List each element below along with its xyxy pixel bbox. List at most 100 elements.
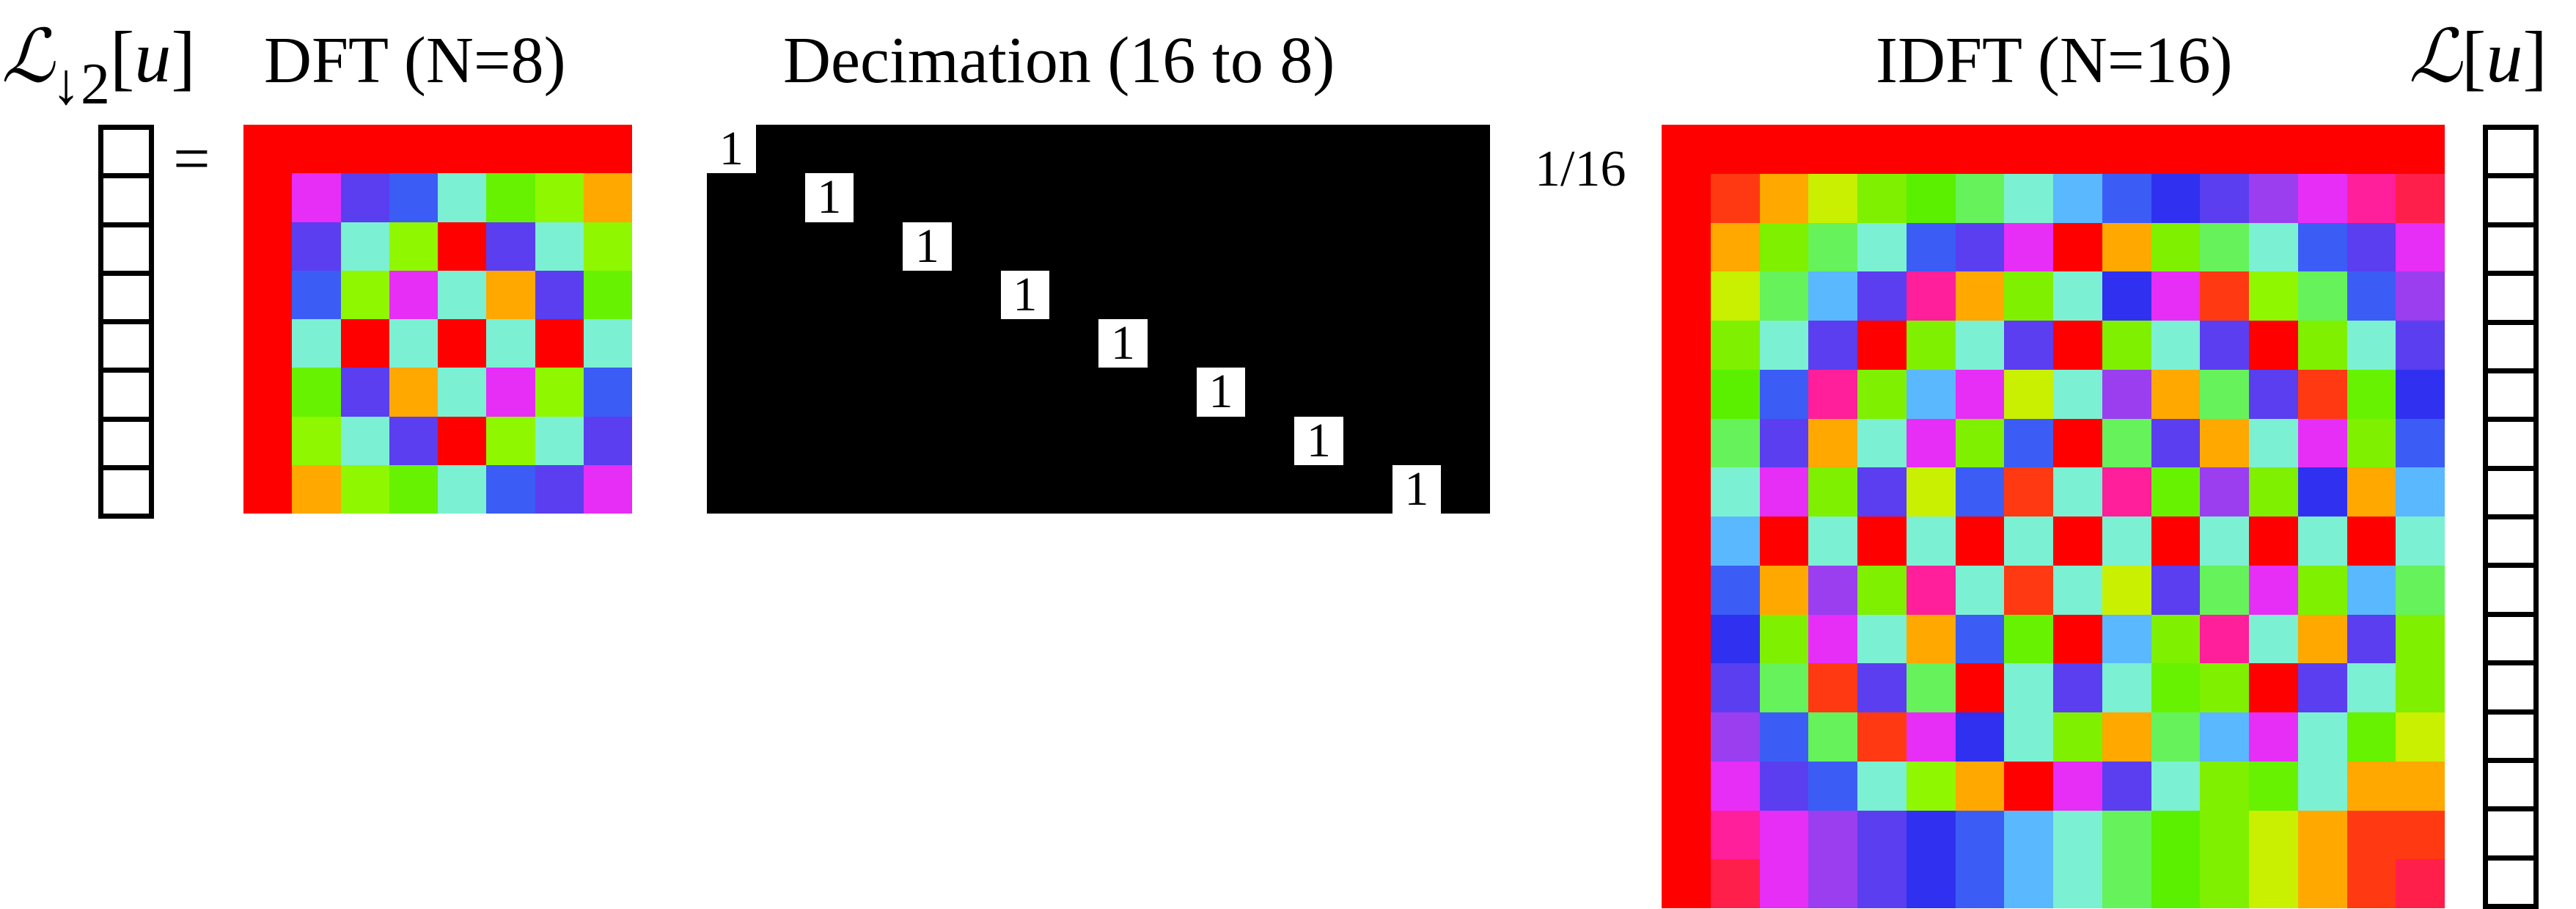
matrix-cell bbox=[1906, 761, 1956, 811]
vector-cell bbox=[103, 178, 149, 227]
matrix-cell bbox=[2249, 125, 2298, 174]
matrix-cell bbox=[2200, 125, 2249, 174]
matrix-cell bbox=[292, 270, 341, 319]
matrix-cell bbox=[583, 319, 632, 368]
matrix-cell bbox=[1906, 222, 1956, 272]
matrix-cell bbox=[2297, 614, 2347, 664]
matrix-cell bbox=[1955, 761, 2005, 811]
matrix-cell bbox=[2396, 222, 2445, 272]
matrix-cell bbox=[1808, 369, 1857, 419]
downsample-subscript: ↓2 bbox=[51, 55, 110, 114]
matrix-cell bbox=[2346, 271, 2396, 321]
matrix-cell bbox=[2151, 663, 2201, 712]
matrix-cell bbox=[1662, 271, 1711, 321]
matrix-cell bbox=[2297, 761, 2347, 811]
matrix-cell bbox=[2297, 125, 2347, 174]
matrix-cell bbox=[2200, 369, 2249, 419]
matrix-cell bbox=[1710, 859, 1760, 908]
matrix-cell bbox=[1857, 810, 1907, 860]
matrix-cell bbox=[389, 222, 438, 271]
matrix-cell bbox=[1906, 565, 1956, 615]
matrix-cell bbox=[2297, 859, 2347, 908]
matrix-cell bbox=[2249, 614, 2298, 664]
matrix-cell bbox=[1955, 369, 2005, 419]
matrix-cell bbox=[292, 125, 341, 174]
matrix-cell bbox=[389, 319, 438, 368]
matrix-cell bbox=[438, 222, 487, 271]
signal-argument: u bbox=[2486, 16, 2523, 98]
matrix-cell bbox=[2297, 565, 2347, 615]
matrix-cell bbox=[1955, 663, 2005, 712]
matrix-cell bbox=[2102, 810, 2151, 860]
vector-cell bbox=[2488, 811, 2533, 861]
matrix-cell bbox=[2297, 222, 2347, 272]
matrix-cell bbox=[535, 416, 584, 465]
matrix-cell bbox=[2053, 125, 2102, 174]
matrix-cell bbox=[2200, 222, 2249, 272]
matrix-cell bbox=[2053, 271, 2102, 321]
matrix-cell bbox=[2396, 271, 2445, 321]
matrix-cell bbox=[1906, 369, 1956, 419]
matrix-cell bbox=[1662, 565, 1711, 615]
matrix-cell bbox=[2346, 418, 2396, 468]
matrix-cell bbox=[2297, 369, 2347, 419]
matrix-cell bbox=[2249, 859, 2298, 908]
matrix-cell bbox=[1955, 271, 2005, 321]
matrix-cell bbox=[1759, 321, 1809, 370]
matrix-cell bbox=[1857, 516, 1907, 566]
matrix-cell bbox=[1759, 614, 1809, 664]
matrix-cell bbox=[292, 416, 341, 465]
matrix-cell bbox=[1662, 810, 1711, 860]
matrix-cell bbox=[2396, 173, 2445, 223]
matrix-cell bbox=[535, 368, 584, 417]
matrix-cell bbox=[1955, 418, 2005, 468]
matrix-cell bbox=[486, 319, 535, 368]
matrix-cell bbox=[243, 125, 293, 174]
matrix-cell bbox=[2396, 565, 2445, 615]
vector-cell bbox=[2488, 325, 2533, 373]
matrix-cell bbox=[1808, 321, 1857, 370]
matrix-cell bbox=[1710, 810, 1760, 860]
matrix-cell bbox=[2297, 271, 2347, 321]
matrix-cell bbox=[292, 173, 341, 222]
matrix-cell bbox=[1759, 663, 1809, 712]
matrix-cell bbox=[2053, 516, 2102, 566]
dft-title: DFT (N=8) bbox=[264, 24, 566, 97]
matrix-cell bbox=[2151, 369, 2201, 419]
matrix-cell bbox=[1808, 663, 1857, 712]
matrix-cell bbox=[2200, 516, 2249, 566]
matrix-cell bbox=[2004, 271, 2053, 321]
matrix-cell bbox=[2249, 663, 2298, 712]
idft-matrix bbox=[1662, 125, 2445, 908]
matrix-cell bbox=[340, 173, 389, 222]
matrix-cell bbox=[1808, 467, 1857, 516]
vector-cell bbox=[2488, 276, 2533, 325]
matrix-cell bbox=[2004, 859, 2053, 908]
matrix-cell bbox=[1906, 859, 1956, 908]
matrix-cell bbox=[2297, 810, 2347, 860]
matrix-cell bbox=[2151, 761, 2201, 811]
matrix-cell bbox=[2346, 173, 2396, 223]
matrix-cell bbox=[1906, 614, 1956, 664]
matrix-cell bbox=[2053, 761, 2102, 811]
matrix-cell bbox=[2053, 565, 2102, 615]
matrix-cell bbox=[535, 173, 584, 222]
vector-cell bbox=[2488, 715, 2533, 763]
decimation-one-entry: 1 bbox=[903, 222, 952, 271]
matrix-cell bbox=[1906, 516, 1956, 566]
matrix-cell bbox=[2102, 271, 2151, 321]
matrix-cell bbox=[243, 319, 293, 368]
matrix-cell bbox=[438, 270, 487, 319]
matrix-cell bbox=[2249, 712, 2298, 762]
matrix-cell bbox=[2297, 173, 2347, 223]
matrix-cell bbox=[1710, 614, 1760, 664]
matrix-cell bbox=[2249, 516, 2298, 566]
matrix-cell bbox=[2151, 467, 2201, 516]
matrix-cell bbox=[1808, 222, 1857, 272]
matrix-cell bbox=[1759, 467, 1809, 516]
matrix-cell bbox=[2102, 614, 2151, 664]
matrix-cell bbox=[1808, 859, 1857, 908]
matrix-cell bbox=[1662, 321, 1711, 370]
matrix-cell bbox=[2396, 467, 2445, 516]
matrix-cell bbox=[243, 270, 293, 319]
